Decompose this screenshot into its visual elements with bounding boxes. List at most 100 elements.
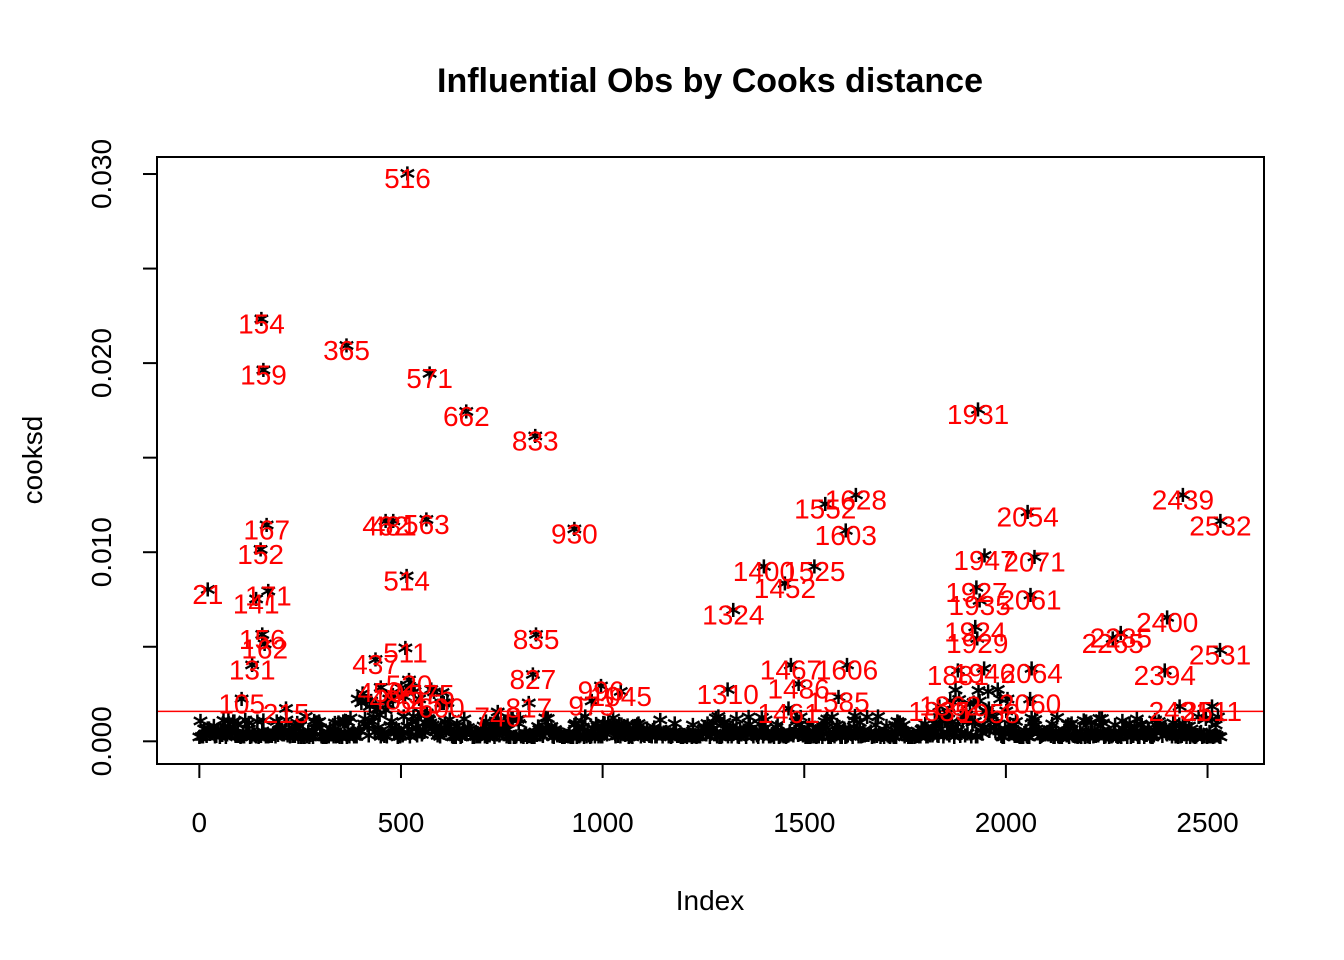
background-point: * (940, 724, 958, 759)
background-point: * (302, 724, 320, 759)
background-point: * (565, 714, 583, 749)
background-point: * (960, 705, 978, 740)
point-label: 1461 (757, 698, 819, 729)
background-point: * (227, 724, 245, 759)
background-point: * (577, 725, 595, 760)
background-point: * (810, 725, 828, 760)
background-point: * (896, 725, 914, 760)
background-point: * (479, 719, 497, 754)
influential-point: * (565, 517, 583, 552)
background-point: * (335, 720, 353, 755)
y-tick-label: 0.020 (86, 328, 117, 398)
background-point: * (1178, 725, 1196, 760)
background-point: * (834, 721, 852, 756)
background-point: * (591, 724, 609, 759)
background-point: * (554, 725, 572, 760)
background-point: * (600, 714, 618, 749)
background-point: * (599, 712, 617, 747)
background-point: * (675, 723, 693, 758)
background-point: * (247, 725, 265, 760)
background-point: * (784, 724, 802, 759)
x-tick-label: 2000 (975, 807, 1037, 838)
background-point: * (326, 711, 344, 746)
point-label: 1525 (783, 556, 845, 587)
background-point: * (494, 718, 512, 753)
background-point: * (433, 681, 451, 716)
background-point: * (856, 724, 874, 759)
background-point: * (379, 693, 397, 728)
background-point: * (292, 725, 310, 760)
background-point: * (207, 724, 225, 759)
background-point: * (210, 719, 228, 754)
background-point: * (487, 709, 505, 744)
background-point: * (951, 724, 969, 759)
background-point: * (557, 725, 575, 760)
background-point: * (525, 725, 543, 760)
background-point: * (575, 725, 593, 760)
background-point: * (390, 719, 408, 754)
background-point: * (969, 679, 987, 714)
background-point: * (936, 707, 954, 742)
point-label: 450 (357, 677, 404, 708)
background-point: * (749, 725, 767, 760)
background-point: * (358, 714, 376, 749)
influential-point: * (1171, 695, 1189, 730)
background-point: * (609, 725, 627, 760)
background-point: * (310, 710, 328, 745)
background-point: * (1042, 725, 1060, 760)
background-point: * (552, 723, 570, 758)
background-point: * (1205, 725, 1223, 760)
background-point: * (1101, 722, 1119, 757)
background-point: * (998, 687, 1016, 722)
background-point: * (725, 719, 743, 754)
background-point: * (1141, 725, 1159, 760)
point-label: 817 (505, 692, 552, 723)
background-point: * (506, 725, 524, 760)
background-point: * (948, 720, 966, 755)
background-point: * (1037, 721, 1055, 756)
influential-point: * (527, 623, 545, 658)
background-point: * (718, 722, 736, 757)
background-point: * (827, 723, 845, 758)
background-point: * (622, 725, 640, 760)
background-point: * (1170, 713, 1188, 748)
background-point: * (300, 725, 318, 760)
background-point: * (320, 725, 338, 760)
background-point: * (781, 720, 799, 755)
background-point: * (1139, 717, 1157, 752)
background-point: * (995, 725, 1013, 760)
background-point: * (580, 724, 598, 759)
background-point: * (357, 690, 375, 725)
background-point: * (561, 720, 579, 755)
influential-point: * (384, 510, 402, 545)
background-point: * (331, 725, 349, 760)
point-label: 171 (245, 581, 292, 612)
background-point: * (246, 724, 264, 759)
point-label: 1400 (733, 556, 795, 587)
background-point: * (671, 724, 689, 759)
background-point: * (534, 724, 552, 759)
background-point: * (842, 721, 860, 756)
background-point: * (1003, 717, 1021, 752)
background-point: * (652, 722, 670, 757)
background-point: * (375, 724, 393, 759)
background-point: * (823, 706, 841, 741)
background-point: * (571, 724, 589, 759)
background-point: * (223, 722, 241, 757)
background-point: * (355, 712, 373, 747)
y-tick-label: 0.010 (86, 517, 117, 587)
background-point: * (1052, 725, 1070, 760)
background-point: * (806, 725, 824, 760)
point-label: 662 (443, 401, 490, 432)
background-point: * (342, 707, 360, 742)
background-point: * (871, 725, 889, 760)
background-point: * (697, 723, 715, 758)
background-point: * (1153, 725, 1171, 760)
background-point: * (196, 723, 214, 758)
background-point: * (450, 717, 468, 752)
background-point: * (351, 720, 369, 755)
background-point: * (841, 719, 859, 754)
background-point: * (1020, 725, 1038, 760)
background-point: * (787, 711, 805, 746)
background-point: * (339, 710, 357, 745)
